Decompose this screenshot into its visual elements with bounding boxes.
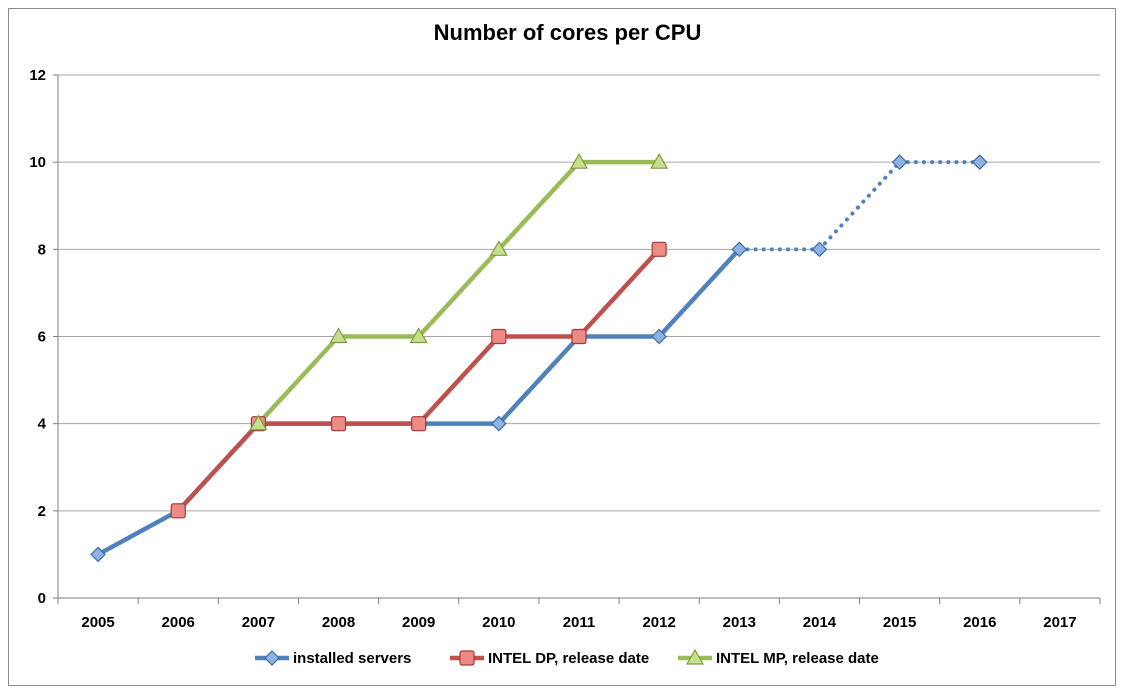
series-1-segment	[95, 508, 181, 557]
x-tick-label: 2015	[883, 614, 916, 631]
series-3-point	[489, 240, 508, 256]
legend-marker	[459, 650, 475, 666]
legend-label: INTEL DP, release date	[488, 650, 649, 667]
series-3-point	[329, 327, 348, 344]
y-tick-label: 6	[38, 329, 46, 346]
x-tick-label: 2008	[322, 614, 355, 631]
series-2-point	[411, 416, 427, 432]
series-2-point	[571, 328, 587, 345]
x-tick-label: 2006	[162, 614, 195, 631]
series-1-point	[731, 241, 748, 258]
series-1-point	[90, 546, 106, 563]
series-2-point	[170, 503, 186, 519]
series-3-point	[569, 152, 589, 169]
series-2-point	[491, 328, 507, 345]
series-2-segment	[175, 421, 261, 514]
legend-marker	[264, 650, 280, 666]
x-tick-label: 2009	[402, 614, 435, 631]
x-tick-label: 2010	[482, 614, 515, 631]
y-tick-label: 2	[38, 503, 46, 520]
y-tick-label: 12	[29, 67, 46, 84]
series-1-segment	[496, 334, 582, 426]
series-2-segment	[416, 334, 502, 426]
series-1-segment	[656, 247, 742, 339]
series-1-point	[651, 328, 668, 345]
y-tick-label: 4	[38, 416, 47, 433]
series-2-point	[651, 241, 667, 257]
series-1-point	[490, 415, 507, 432]
series-3-segment	[256, 334, 341, 426]
series-3-point	[409, 327, 428, 344]
legend-entry: INTEL MP, release date	[678, 648, 879, 667]
series-3-point	[650, 152, 669, 169]
chart-title: Number of cores per CPU	[433, 20, 702, 45]
legend-label: installed servers	[293, 650, 411, 667]
x-tick-label: 2016	[963, 614, 996, 631]
x-tick-label: 2005	[81, 614, 114, 631]
legend-marker	[685, 648, 705, 665]
x-tick-label: 2007	[242, 614, 275, 631]
x-tick-label: 2014	[803, 614, 837, 631]
y-tick-label: 10	[29, 154, 46, 171]
x-tick-label: 2013	[723, 614, 756, 631]
y-tick-label: 0	[38, 590, 46, 607]
series-3-point	[249, 414, 268, 431]
series-1-point	[971, 154, 988, 171]
series-2-segment	[576, 247, 662, 339]
legend-entry: INTEL DP, release date	[450, 650, 649, 667]
x-tick-label: 2012	[642, 614, 675, 631]
chart-frame	[8, 8, 1116, 686]
x-tick-label: 2011	[563, 614, 596, 631]
y-tick-label: 8	[38, 241, 46, 258]
legend-entry: installed servers	[255, 650, 411, 667]
series-2-point	[330, 416, 347, 432]
legend-label: INTEL MP, release date	[716, 650, 879, 667]
series-1-segment	[817, 160, 902, 252]
series-3-segment	[416, 247, 502, 339]
x-tick-label: 2017	[1043, 614, 1076, 631]
series-1-point	[891, 154, 908, 171]
series-1-point	[811, 241, 828, 258]
series-3-segment	[496, 159, 582, 252]
